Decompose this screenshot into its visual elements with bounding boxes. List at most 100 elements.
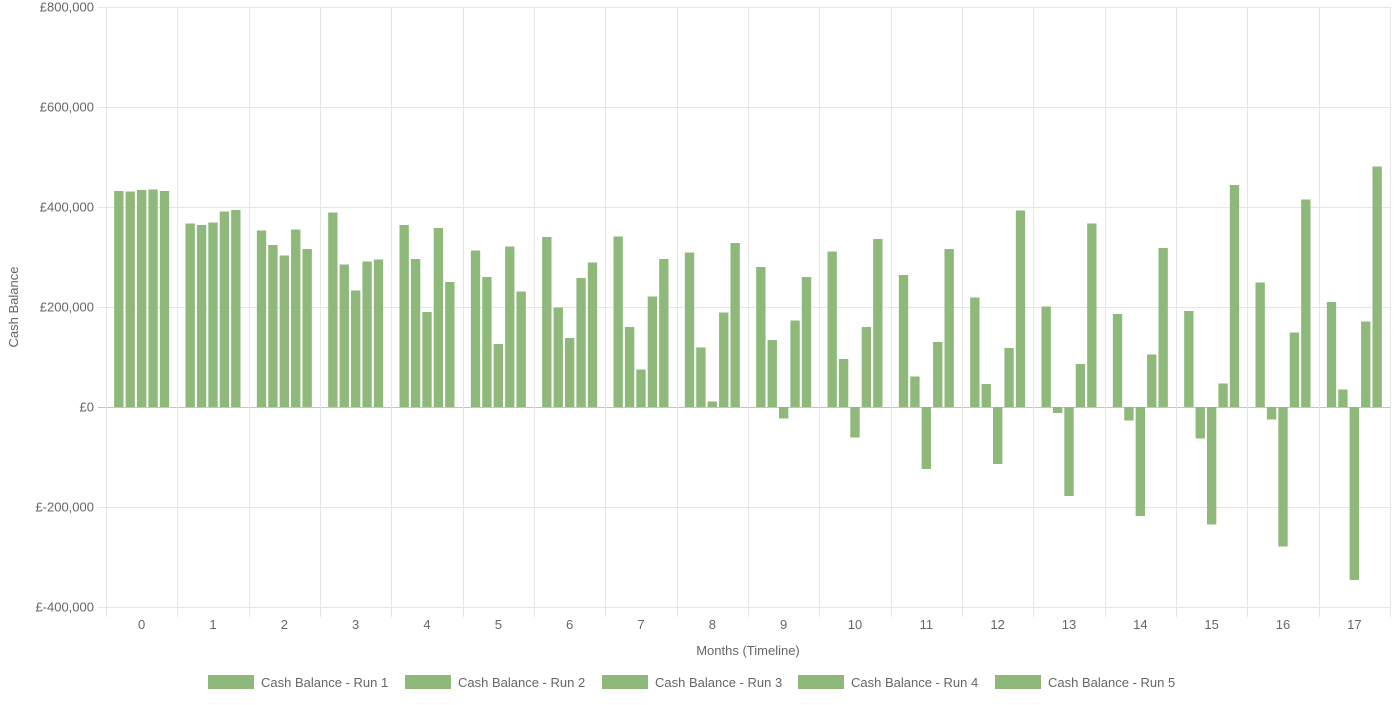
bar-run-3-month-8 [707, 401, 718, 407]
bar-run-1-month-1 [185, 223, 195, 407]
bar-run-5-month-16 [1301, 199, 1311, 407]
bar-run-2-month-10 [838, 359, 849, 407]
bar-run-4-month-6 [576, 278, 586, 407]
bar-run-4-month-9 [790, 320, 800, 407]
bar-run-5-month-5 [516, 291, 526, 407]
y-tick-label: £400,000 [40, 200, 94, 215]
bar-run-1-month-3 [328, 212, 338, 407]
y-tick-label: £0 [80, 400, 94, 415]
bar-run-1-month-8 [684, 252, 695, 407]
y-axis-title: Cash Balance [6, 267, 21, 348]
bar-run-2-month-7 [624, 327, 635, 407]
legend-swatch [602, 675, 648, 689]
x-tick-label: 4 [423, 617, 430, 632]
bar-run-1-month-7 [613, 236, 623, 407]
bar-run-1-month-12 [970, 297, 980, 407]
bar-run-4-month-13 [1075, 364, 1086, 407]
bar-run-1-month-16 [1255, 282, 1265, 407]
bar-run-1-month-15 [1184, 311, 1194, 407]
bar-run-4-month-14 [1147, 354, 1157, 407]
bar-run-1-month-2 [256, 230, 267, 407]
x-tick-label: 13 [1062, 617, 1076, 632]
bar-run-5-month-10 [873, 239, 883, 407]
bar-run-1-month-14 [1112, 314, 1123, 407]
x-tick-label: 11 [920, 617, 934, 632]
y-tick-label: £-400,000 [35, 600, 94, 615]
legend: Cash Balance - Run 1 Cash Balance - Run 2… [208, 675, 1175, 690]
bar-run-4-month-12 [1004, 348, 1014, 407]
bar-run-4-month-7 [647, 296, 658, 407]
y-tick-label: £600,000 [40, 100, 94, 115]
bar-run-5-month-17 [1372, 166, 1382, 407]
bar-run-3-month-1 [208, 222, 218, 407]
bar-run-5-month-1 [231, 210, 241, 407]
bar-run-1-month-11 [898, 275, 909, 407]
bar-run-2-month-14 [1124, 407, 1134, 421]
bar-run-1-month-13 [1041, 306, 1051, 407]
bar-run-1-month-9 [756, 267, 766, 407]
bar-run-4-month-11 [933, 342, 943, 407]
x-tick-label: 8 [709, 617, 716, 632]
x-tick-label: 5 [495, 617, 502, 632]
bar-run-1-month-0 [114, 191, 124, 407]
bar-run-5-month-15 [1229, 185, 1240, 407]
x-tick-label: 7 [637, 617, 644, 632]
x-tick-label: 17 [1347, 617, 1361, 632]
bar-run-3-month-11 [921, 407, 932, 469]
bar-run-3-month-0 [136, 190, 147, 407]
bar-run-2-month-12 [981, 384, 991, 407]
bar-run-2-month-11 [910, 376, 920, 407]
x-tick-label: 6 [566, 617, 573, 632]
bar-run-3-month-17 [1349, 407, 1360, 580]
bar-run-4-month-16 [1289, 332, 1300, 407]
bar-run-3-month-7 [636, 369, 646, 407]
x-tick-label: 1 [209, 617, 216, 632]
bar-run-5-month-8 [730, 243, 740, 407]
legend-label: Cash Balance - Run 4 [851, 675, 978, 690]
x-tick-label: 14 [1133, 617, 1147, 632]
bar-run-2-month-6 [553, 307, 563, 407]
grid-layer [98, 7, 1391, 617]
bar-run-5-month-7 [659, 259, 669, 407]
bar-run-4-month-1 [219, 211, 230, 407]
x-axis-ticks: 0 1 2 3 4 5 6 7 8 9 10 11 12 13 14 15 16 17 [138, 617, 1362, 632]
legend-swatch [405, 675, 451, 689]
y-tick-label: £200,000 [40, 300, 94, 315]
bar-run-5-month-11 [944, 249, 954, 407]
bar-run-4-month-4 [433, 228, 444, 407]
bar-run-5-month-14 [1158, 248, 1168, 407]
bar-run-1-month-6 [542, 237, 552, 407]
bar-run-2-month-5 [482, 277, 492, 407]
bar-run-4-month-0 [148, 189, 158, 407]
legend-label: Cash Balance - Run 3 [655, 675, 782, 690]
bar-run-2-month-17 [1338, 389, 1348, 407]
bar-run-3-month-10 [850, 407, 860, 438]
legend-label: Cash Balance - Run 5 [1048, 675, 1175, 690]
bar-run-3-month-16 [1278, 407, 1288, 547]
bar-run-2-month-16 [1266, 407, 1277, 420]
bar-run-5-month-12 [1015, 210, 1026, 407]
x-axis-title: Months (Timeline) [696, 643, 800, 658]
bar-run-2-month-2 [268, 245, 278, 407]
bar-run-2-month-13 [1052, 407, 1063, 413]
bar-run-3-month-4 [422, 312, 432, 407]
bar-run-2-month-9 [767, 340, 777, 407]
legend-swatch [995, 675, 1041, 689]
bar-run-3-month-15 [1206, 407, 1217, 525]
x-tick-label: 0 [138, 617, 145, 632]
bar-run-1-month-10 [827, 251, 837, 407]
bar-run-3-month-5 [493, 344, 504, 407]
x-tick-label: 15 [1204, 617, 1218, 632]
bar-run-5-month-3 [373, 259, 384, 407]
bar-run-4-month-5 [505, 246, 515, 407]
bar-run-2-month-1 [196, 225, 207, 407]
bar-run-5-month-13 [1087, 223, 1097, 407]
bar-run-4-month-10 [861, 327, 872, 407]
bar-run-2-month-4 [410, 259, 421, 407]
bar-run-2-month-8 [696, 347, 706, 407]
bar-run-1-month-17 [1326, 302, 1337, 407]
bar-run-4-month-2 [291, 229, 301, 407]
legend-label: Cash Balance - Run 1 [261, 675, 388, 690]
